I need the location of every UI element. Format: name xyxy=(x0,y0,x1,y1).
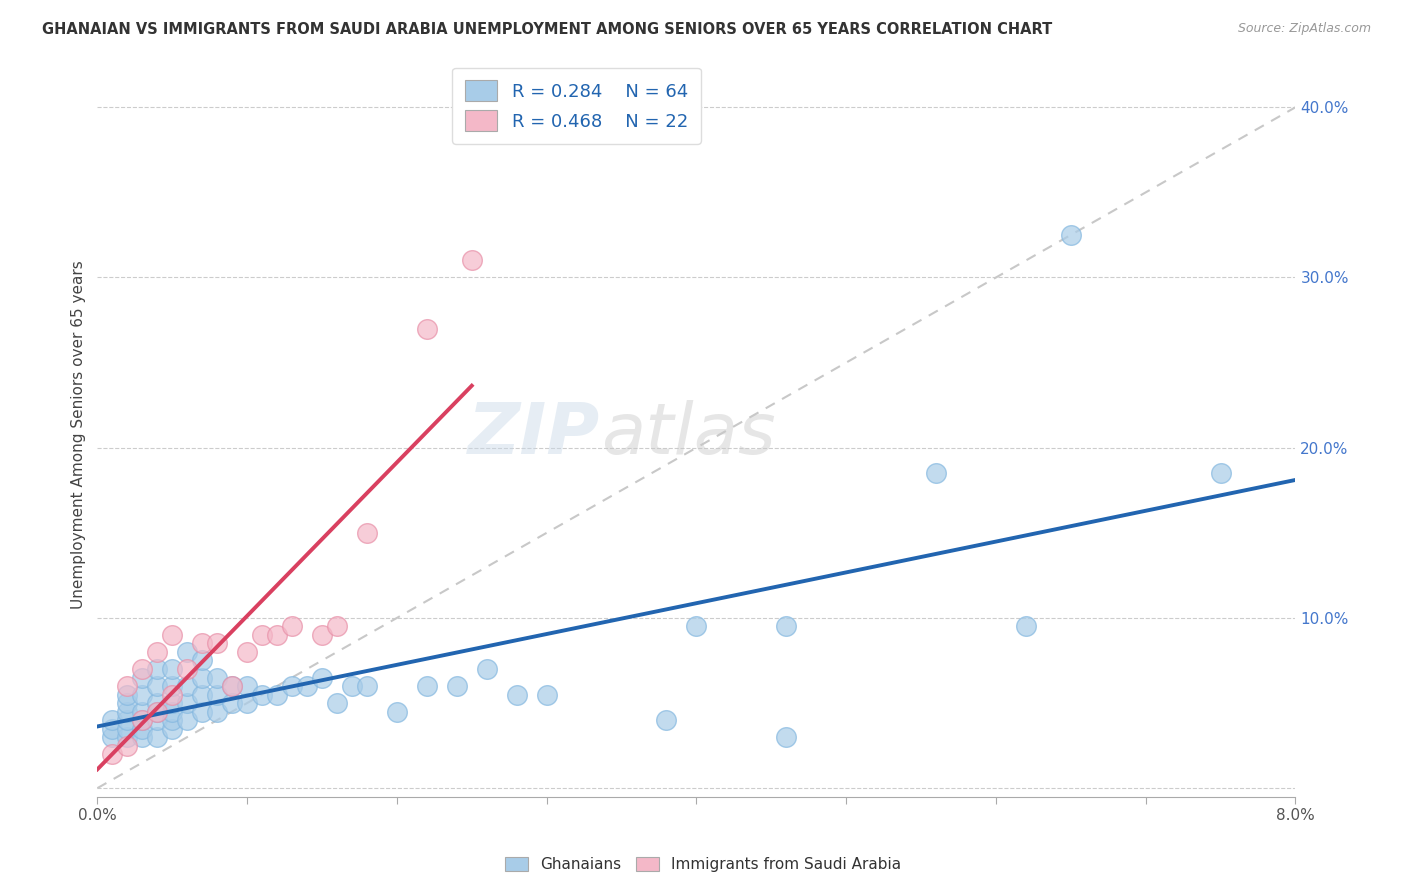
Point xyxy=(311,671,333,685)
Point xyxy=(146,662,169,676)
Point xyxy=(266,628,288,642)
Point xyxy=(655,713,678,727)
Point xyxy=(250,628,273,642)
Point xyxy=(117,730,139,744)
Point xyxy=(117,739,139,753)
Point xyxy=(191,636,214,650)
Point xyxy=(146,696,169,710)
Point xyxy=(131,662,153,676)
Point xyxy=(160,713,183,727)
Point xyxy=(775,730,797,744)
Text: atlas: atlas xyxy=(600,401,775,469)
Point xyxy=(117,696,139,710)
Point xyxy=(281,679,304,693)
Point xyxy=(101,722,124,736)
Point xyxy=(131,713,153,727)
Point xyxy=(205,671,228,685)
Point xyxy=(146,730,169,744)
Point xyxy=(221,696,243,710)
Point xyxy=(160,696,183,710)
Point xyxy=(146,705,169,719)
Point xyxy=(146,645,169,659)
Point xyxy=(295,679,318,693)
Legend: Ghanaians, Immigrants from Saudi Arabia: Ghanaians, Immigrants from Saudi Arabia xyxy=(496,849,910,880)
Point xyxy=(117,722,139,736)
Point xyxy=(176,696,198,710)
Point xyxy=(356,679,378,693)
Point xyxy=(356,525,378,540)
Point xyxy=(446,679,468,693)
Point xyxy=(205,636,228,650)
Point xyxy=(925,467,948,481)
Text: Source: ZipAtlas.com: Source: ZipAtlas.com xyxy=(1237,22,1371,36)
Point xyxy=(160,662,183,676)
Point xyxy=(101,730,124,744)
Point xyxy=(221,679,243,693)
Point xyxy=(685,619,707,633)
Point xyxy=(266,688,288,702)
Point xyxy=(191,653,214,667)
Point xyxy=(191,688,214,702)
Point xyxy=(131,705,153,719)
Point xyxy=(176,713,198,727)
Point xyxy=(117,688,139,702)
Point xyxy=(191,671,214,685)
Point xyxy=(416,321,439,335)
Point xyxy=(160,722,183,736)
Text: GHANAIAN VS IMMIGRANTS FROM SAUDI ARABIA UNEMPLOYMENT AMONG SENIORS OVER 65 YEAR: GHANAIAN VS IMMIGRANTS FROM SAUDI ARABIA… xyxy=(42,22,1053,37)
Point xyxy=(221,679,243,693)
Point xyxy=(236,696,259,710)
Point xyxy=(160,705,183,719)
Point xyxy=(205,688,228,702)
Point xyxy=(326,696,349,710)
Point xyxy=(416,679,439,693)
Point xyxy=(1060,227,1083,242)
Point xyxy=(1209,467,1232,481)
Point xyxy=(160,679,183,693)
Point xyxy=(176,662,198,676)
Point xyxy=(117,713,139,727)
Point xyxy=(146,679,169,693)
Point xyxy=(385,705,408,719)
Point xyxy=(160,628,183,642)
Point xyxy=(326,619,349,633)
Point xyxy=(131,671,153,685)
Legend: R = 0.284    N = 64, R = 0.468    N = 22: R = 0.284 N = 64, R = 0.468 N = 22 xyxy=(453,68,700,144)
Point xyxy=(236,679,259,693)
Point xyxy=(146,713,169,727)
Point xyxy=(475,662,498,676)
Point xyxy=(236,645,259,659)
Point xyxy=(340,679,363,693)
Point xyxy=(775,619,797,633)
Point xyxy=(311,628,333,642)
Point xyxy=(131,713,153,727)
Point xyxy=(131,730,153,744)
Point xyxy=(176,679,198,693)
Point xyxy=(191,705,214,719)
Point xyxy=(131,688,153,702)
Point xyxy=(536,688,558,702)
Point xyxy=(461,253,484,268)
Y-axis label: Unemployment Among Seniors over 65 years: Unemployment Among Seniors over 65 years xyxy=(72,260,86,609)
Point xyxy=(205,705,228,719)
Point xyxy=(160,688,183,702)
Point xyxy=(1015,619,1038,633)
Point xyxy=(117,705,139,719)
Point xyxy=(505,688,527,702)
Point xyxy=(101,713,124,727)
Point xyxy=(281,619,304,633)
Point xyxy=(117,679,139,693)
Point xyxy=(176,645,198,659)
Text: ZIP: ZIP xyxy=(468,401,600,469)
Point xyxy=(250,688,273,702)
Point xyxy=(131,722,153,736)
Point xyxy=(146,705,169,719)
Point xyxy=(101,747,124,761)
